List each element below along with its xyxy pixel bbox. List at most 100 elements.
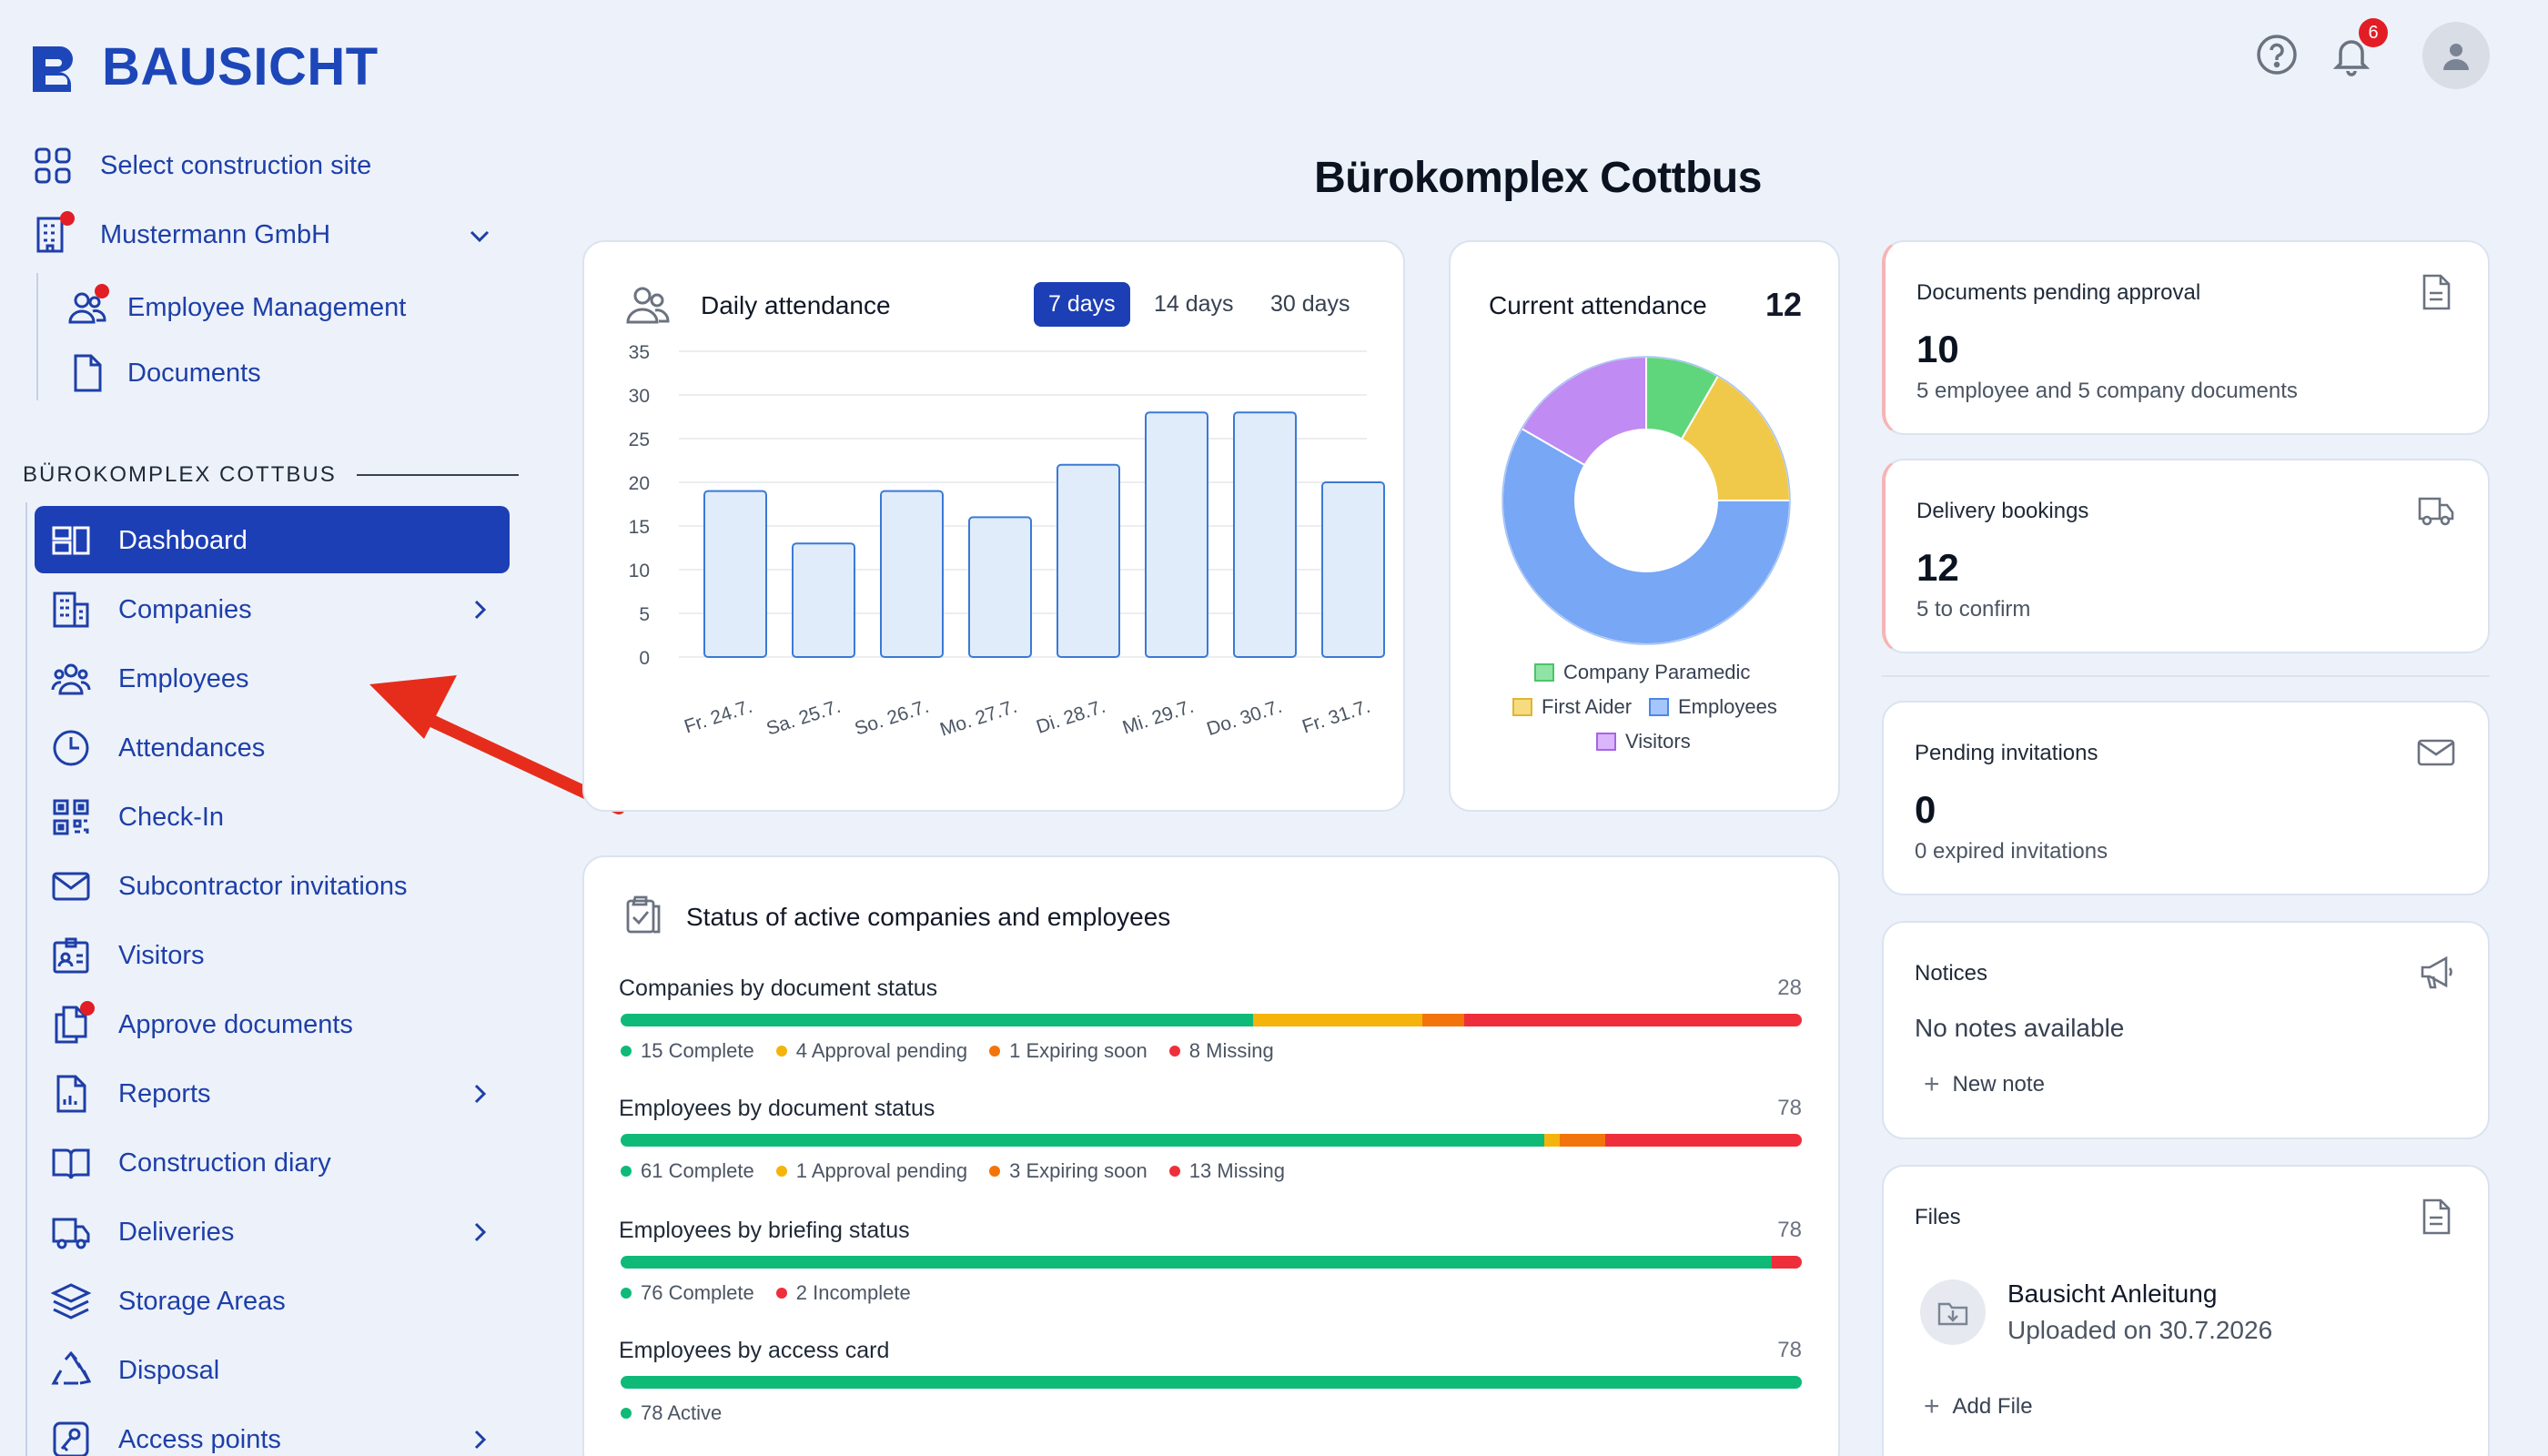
legend-text: 78 Active	[641, 1401, 723, 1424]
notices-title: Notices	[1915, 961, 1988, 986]
kpi-value: 12	[1916, 546, 1959, 589]
nav-employee-management[interactable]: Employee Management	[67, 284, 406, 328]
truck-icon	[51, 1212, 91, 1252]
nav-documents[interactable]: Documents	[67, 353, 261, 393]
nav-label: Companies	[118, 594, 252, 624]
bar-segment[interactable]	[621, 1376, 1802, 1389]
select-construction-site[interactable]: Select construction site	[33, 146, 371, 186]
chevron-right-icon[interactable]	[468, 598, 491, 622]
bar[interactable]	[880, 490, 944, 658]
legend-item: 2 Incomplete	[775, 1281, 911, 1305]
kpi-value: 10	[1916, 328, 1959, 370]
brand-name: BAUSICHT	[102, 37, 379, 96]
bar[interactable]	[1233, 411, 1297, 658]
legend-visitors: Visitors	[1596, 730, 1691, 753]
bar-segment[interactable]	[1464, 1014, 1802, 1026]
daily-attendance-card: Daily attendance 7 days 14 days 30 days …	[582, 240, 1405, 812]
range-14-days[interactable]: 14 days	[1154, 291, 1234, 317]
chevron-right-icon[interactable]	[468, 1428, 491, 1451]
visitor-badge-icon	[51, 935, 91, 976]
legend-item: 1 Expiring soon	[989, 1039, 1148, 1063]
y-tick-label: 5	[639, 604, 650, 625]
nav-visitors[interactable]: Visitors	[51, 935, 205, 976]
bar[interactable]	[1057, 463, 1120, 658]
qr-icon	[51, 797, 91, 837]
nav-subcontractor-invitations[interactable]: Subcontractor invitations	[51, 866, 408, 906]
kpi-subtitle: 5 employee and 5 company documents	[1916, 379, 2298, 403]
bell-icon[interactable]	[2330, 33, 2373, 76]
users-icon	[67, 284, 109, 328]
kpi-subtitle: 0 expired invitations	[1915, 839, 2108, 864]
legend-bullet	[989, 1166, 1001, 1177]
nav-approve-documents[interactable]: Approve documents	[51, 1001, 353, 1045]
company-selector[interactable]: Mustermann GmbH	[33, 211, 330, 255]
bar-segment[interactable]	[621, 1256, 1772, 1269]
nav-deliveries[interactable]: Deliveries	[51, 1212, 234, 1252]
chevron-right-icon[interactable]	[468, 1082, 491, 1106]
file-thumbnail[interactable]	[1920, 1279, 1986, 1345]
x-tick-label: Do. 30.7.	[1204, 696, 1284, 740]
mail-icon	[2417, 739, 2455, 766]
kpi-delivery-bookings[interactable]: Delivery bookings 12 5 to confirm	[1882, 459, 2490, 653]
bar[interactable]	[1145, 411, 1208, 658]
status-row-label: Employees by document status	[619, 1096, 935, 1121]
company-alert-dot	[60, 211, 75, 226]
legend-text: 15 Complete	[641, 1039, 754, 1062]
nav-disposal[interactable]: Disposal	[51, 1350, 219, 1390]
bar-segment[interactable]	[1544, 1134, 1560, 1147]
legend-bullet	[1168, 1166, 1180, 1177]
chevron-down-icon[interactable]	[468, 224, 491, 248]
status-progress-bar	[621, 1134, 1802, 1147]
status-row-total: 78	[1777, 1096, 1802, 1120]
status-title: Status of active companies and employees	[686, 903, 1171, 931]
avatar[interactable]	[2422, 22, 2490, 89]
x-tick-label: Mo. 27.7.	[937, 696, 1019, 741]
nav-label: Disposal	[118, 1355, 220, 1385]
help-icon[interactable]	[2255, 33, 2299, 76]
x-tick-label: Sa. 25.7.	[763, 696, 843, 740]
bar-segment[interactable]	[1771, 1256, 1802, 1269]
nav-label: Access points	[118, 1424, 281, 1454]
documents-label: Documents	[127, 358, 261, 388]
nav-employees[interactable]: Employees	[51, 659, 248, 699]
nav-check-in[interactable]: Check-In	[51, 797, 224, 837]
nav-storage-areas[interactable]: Storage Areas	[50, 1281, 286, 1321]
file-name[interactable]: Bausicht Anleitung	[2007, 1279, 2218, 1308]
range-30-days[interactable]: 30 days	[1270, 291, 1350, 317]
bar[interactable]	[968, 516, 1032, 658]
bar-segment[interactable]	[1559, 1134, 1605, 1147]
legend-item: 3 Expiring soon	[989, 1159, 1148, 1183]
folder-download-icon	[1937, 1302, 1968, 1326]
bar-segment[interactable]	[621, 1014, 1254, 1026]
add-file-label: Add File	[1952, 1394, 2033, 1419]
bar-segment[interactable]	[1421, 1014, 1465, 1026]
bar-segment[interactable]	[1253, 1014, 1422, 1026]
legend-text: 2 Incomplete	[795, 1281, 911, 1304]
new-note-button[interactable]: + New note	[1924, 1071, 2045, 1098]
chevron-right-icon[interactable]	[468, 1220, 491, 1244]
bar[interactable]	[792, 542, 855, 658]
y-tick-label: 0	[639, 648, 650, 669]
nav-companies[interactable]: Companies	[51, 590, 252, 630]
nav-access-points[interactable]: Access points	[51, 1420, 281, 1456]
kpi-pending-invitations[interactable]: Pending invitations 0 0 expired invitati…	[1882, 701, 2490, 895]
kpi-documents-pending[interactable]: Documents pending approval 10 5 employee…	[1882, 240, 2490, 435]
users-icon	[626, 287, 670, 324]
bar[interactable]	[1321, 481, 1385, 658]
clock-icon	[51, 728, 91, 768]
nav-label: Approve documents	[118, 1009, 353, 1039]
add-file-button[interactable]: + Add File	[1924, 1393, 2033, 1421]
nav-reports[interactable]: Reports	[51, 1074, 211, 1114]
bar[interactable]	[703, 490, 767, 658]
brand-logo[interactable]: BAUSICHT	[29, 36, 379, 97]
range-7-days[interactable]: 7 days	[1034, 282, 1130, 327]
nav-dashboard[interactable]: Dashboard	[51, 521, 248, 561]
nav-attendances[interactable]: Attendances	[51, 728, 265, 768]
bar-segment[interactable]	[1604, 1134, 1802, 1147]
nav-construction-diary[interactable]: Construction diary	[51, 1143, 331, 1183]
legend-bullet	[621, 1046, 632, 1057]
legend-item: 15 Complete	[621, 1039, 754, 1063]
x-tick-label: Fr. 24.7.	[682, 696, 754, 738]
report-icon	[51, 1074, 91, 1114]
bar-segment[interactable]	[621, 1134, 1545, 1147]
